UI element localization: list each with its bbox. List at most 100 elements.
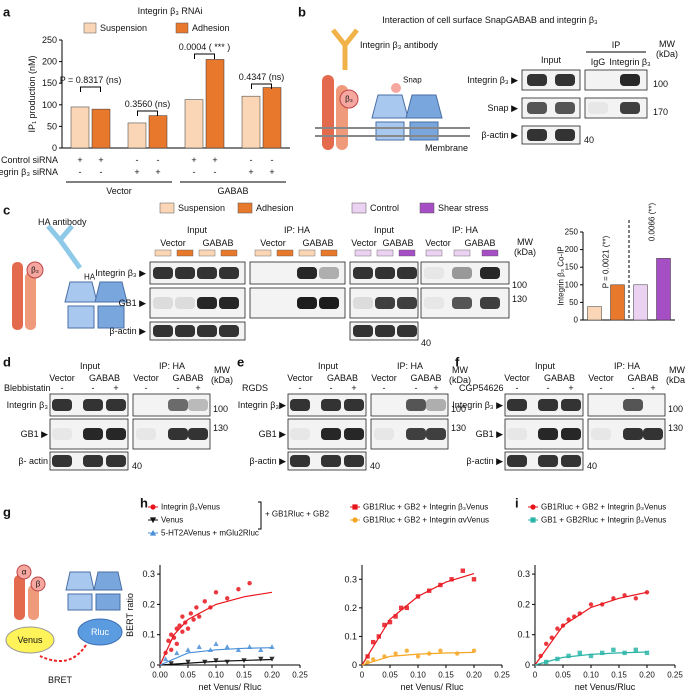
blot-band	[52, 399, 72, 411]
point	[185, 626, 191, 631]
mw-value: 130	[668, 423, 683, 433]
y-tick-label: 200	[42, 57, 57, 67]
point	[415, 594, 421, 599]
bracket	[80, 86, 101, 92]
blot-band	[297, 297, 317, 309]
blot-band	[424, 267, 444, 279]
point	[438, 648, 443, 653]
point	[427, 651, 432, 656]
x-tick-label: 0.00	[152, 671, 168, 680]
mw-value: 40	[584, 135, 594, 145]
blot-band	[452, 267, 472, 279]
point	[544, 641, 549, 646]
sign: +	[195, 383, 200, 393]
sign: -	[516, 383, 519, 393]
blot-band	[290, 399, 310, 411]
lane-label: GABAB	[627, 373, 658, 383]
point	[225, 596, 230, 601]
point	[213, 658, 219, 664]
blot-band	[153, 297, 173, 309]
integrin-beta	[28, 585, 39, 620]
blot-header: IP: HA	[452, 225, 478, 235]
mw-label: (kDa)	[211, 375, 233, 385]
point	[471, 648, 477, 653]
blot-band	[83, 428, 103, 440]
point	[365, 654, 370, 659]
mw-value: 100	[512, 280, 527, 290]
blot-band	[344, 428, 364, 440]
point	[404, 605, 409, 611]
blot-band	[353, 267, 373, 279]
x-tick-label: 0.10	[583, 671, 599, 680]
integrin-alpha	[12, 262, 23, 330]
point	[644, 590, 650, 595]
point	[566, 653, 571, 659]
point	[399, 605, 404, 611]
lane-swatch	[298, 249, 316, 257]
bar	[633, 284, 648, 321]
lane-label: Vector	[49, 373, 75, 383]
x-tick-label: 0	[360, 671, 365, 680]
blot-header: Input	[80, 361, 101, 371]
subunit-label: β₃	[31, 266, 39, 275]
mw-label: (kDa)	[666, 375, 685, 385]
blot-band	[623, 428, 643, 440]
mw-label: MW	[669, 365, 685, 375]
point	[258, 647, 264, 653]
mw-value: 40	[370, 461, 380, 471]
blot-band	[52, 428, 72, 440]
point	[371, 639, 376, 645]
lane-label: Vector	[287, 373, 313, 383]
sign: +	[98, 155, 103, 165]
membrane-label: Membrane	[425, 143, 468, 153]
row-label: β- actin	[18, 456, 48, 466]
panel-letter: f	[455, 355, 460, 370]
lane-swatch	[398, 249, 416, 257]
panel-title: Interaction of cell surface SnapGABAB an…	[382, 15, 598, 25]
blot-band	[290, 428, 310, 440]
point	[174, 626, 179, 631]
point	[387, 619, 393, 625]
panel-letter: e	[237, 355, 244, 370]
gabab-subunit	[371, 94, 409, 119]
blot-band	[620, 102, 640, 114]
gabab-subunit	[65, 571, 95, 591]
bar	[241, 95, 261, 149]
blot-band	[219, 297, 239, 309]
blot-band	[527, 74, 547, 86]
point	[572, 614, 577, 619]
point	[185, 659, 191, 665]
lane-label: GABAB	[382, 238, 413, 248]
mw-value: 130	[451, 423, 466, 433]
blot-band	[219, 325, 239, 337]
lane-label: GABAB	[202, 238, 233, 248]
group-label: Vector	[106, 186, 132, 196]
blot-band	[175, 267, 195, 279]
blot-band	[52, 455, 72, 467]
point	[382, 622, 387, 628]
point	[180, 614, 185, 619]
bar	[205, 59, 225, 149]
lane-label: GABAB	[89, 373, 120, 383]
gabab-subunit	[93, 571, 123, 591]
legend-label: Control	[370, 203, 399, 213]
row-label: β-actin ▶	[466, 456, 503, 466]
point	[555, 656, 560, 662]
legend-swatch	[175, 22, 189, 34]
point	[224, 644, 230, 650]
blot-header: IP: HA	[614, 361, 640, 371]
antibody	[343, 28, 359, 47]
blot-band	[527, 129, 547, 141]
annotation: P = 0.8317 (ns)	[60, 75, 122, 85]
blot-header: IP: HA	[159, 361, 185, 371]
point	[162, 656, 169, 662]
x-axis-label: net Venus/ Rluc	[400, 682, 464, 692]
blot-band	[168, 399, 188, 411]
y-tick-label: 0.1	[517, 630, 530, 640]
legend-swatch	[83, 22, 97, 34]
lane-swatch	[176, 249, 194, 257]
legend-label: GB1Rluc + GB2 + Integrin β₃Venus	[541, 503, 666, 512]
blot-band	[344, 455, 364, 467]
bracket	[137, 110, 158, 116]
y-tick-label: 200	[565, 245, 579, 254]
